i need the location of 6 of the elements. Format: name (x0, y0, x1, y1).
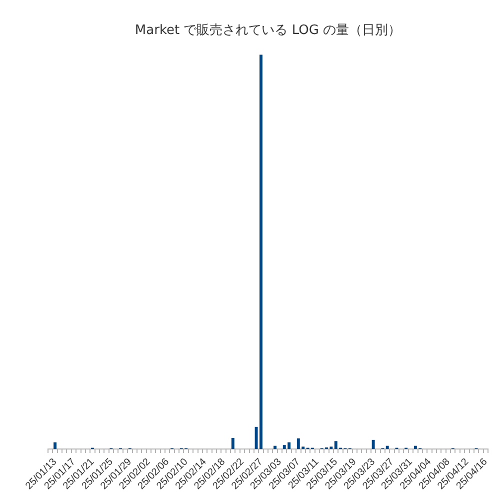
bar (274, 446, 276, 449)
bar (231, 438, 234, 449)
bar (386, 446, 389, 449)
chart-title: Market で販売されている LOG の量（日別） (134, 23, 402, 38)
bar (54, 442, 56, 449)
bar (372, 440, 375, 449)
